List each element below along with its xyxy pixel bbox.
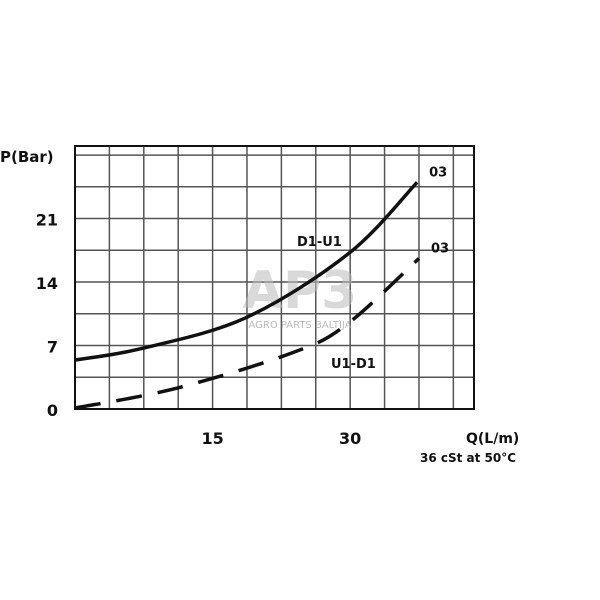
plot-frame (74, 145, 475, 410)
x-tick-label: 15 (201, 429, 223, 448)
watermark-text: AGRO PARTS BALTIJA (248, 320, 351, 331)
y-tick-label: 14 (36, 274, 58, 293)
series-label-u1-d1: U1-D1 (331, 357, 376, 372)
series-end-label: 03 (429, 165, 447, 180)
condition-note: 36 cSt at 50°C (420, 451, 516, 465)
series-end-label: 03 (431, 241, 449, 256)
series-label-d1-u1: D1-U1 (297, 235, 342, 250)
y-tick-label: 0 (47, 401, 58, 420)
x-tick-label: 30 (339, 429, 361, 448)
y-tick-label: 21 (36, 211, 58, 230)
series-line-u1-d1 (74, 257, 421, 410)
x-axis-label: Q(L/m) (466, 431, 519, 447)
series-line-d1-u1 (74, 181, 419, 362)
y-axis-label: P(Bar) (0, 148, 54, 166)
y-tick-label: 7 (47, 338, 58, 357)
